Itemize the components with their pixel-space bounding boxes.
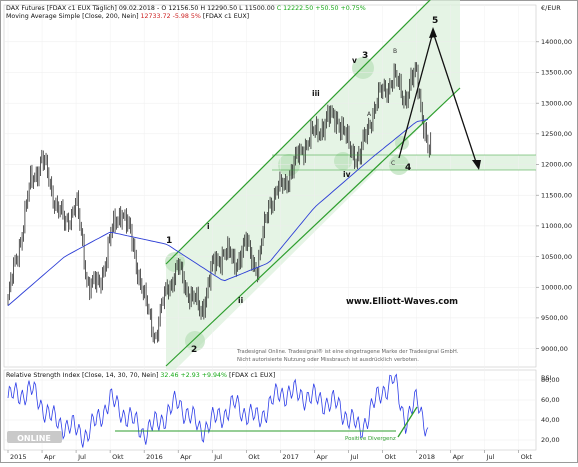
rsi-legend-value: 32.46 +2.93 +9.94% [160, 372, 227, 379]
ma-legend-source: [FDAX c1 EUX] [203, 13, 249, 20]
wave-label-b: B [393, 48, 397, 55]
circle-wave-mid [278, 154, 300, 176]
time-tick-label: Okt [384, 453, 396, 461]
price-tick-label: 10000,00 [541, 283, 572, 291]
price-legend-ohlc: O 12156.50 H 12290.50 L 11500.00 [161, 5, 274, 12]
channel-lower-line [165, 87, 461, 367]
rsi-tick-label: 60,00 [541, 396, 560, 404]
brand-logo-box [7, 431, 62, 443]
price-tick-label: 13000,00 [541, 99, 572, 107]
arrowhead-down [472, 160, 481, 170]
brand-logo-text: ONLINE [17, 434, 51, 443]
wave-label-iv: iv [343, 170, 351, 179]
time-tick-label: Jul [213, 453, 222, 461]
price-tick-label: 11000,00 [541, 222, 572, 230]
time-tick-label: Okt [248, 453, 260, 461]
rsi-axis-label: RSI [541, 374, 552, 382]
rsi-legend-source: [FDAX c1 EUX] [229, 372, 275, 379]
price-tick-label: 12500,00 [541, 130, 572, 138]
rsi-divergence-line [397, 406, 418, 438]
ma-legend: Moving Average Simple [Close, 200, Nein]… [6, 13, 249, 20]
rsi-tick-label: 80,00 [541, 376, 560, 384]
time-tick-label: 2018 [419, 453, 436, 461]
time-tick-label: Apr [453, 453, 465, 461]
wave-label-a: A [367, 111, 372, 118]
time-tick-label: 2015 [10, 453, 27, 461]
rsi-legend: Relative Strength Index [Close, 14, 30, … [6, 372, 275, 379]
rsi-tick-label: 40,00 [541, 416, 560, 424]
wave-label-4: 4 [405, 163, 411, 173]
time-tick-label: Apr [180, 453, 192, 461]
circle-wave-2 [185, 331, 205, 351]
price-legend-close: C 12222.50 +50.50 +0.75% [277, 5, 366, 12]
price-tick-label: 13500,00 [541, 69, 572, 77]
circle-wave-3 [352, 57, 374, 79]
price-candles [7, 62, 432, 344]
ma-legend-name: Moving Average Simple [Close, 200, Nein] [6, 13, 139, 20]
time-tick-label: Jul [486, 453, 495, 461]
price-tick-label: 11500,00 [541, 191, 572, 199]
rsi-axis: 80,00 60,00 40,00 20,00 [541, 376, 560, 444]
wave-label-iii: iii [312, 89, 320, 98]
wave-label-1: 1 [166, 236, 172, 246]
time-tick-label: Jul [77, 453, 86, 461]
wave-label-c: C [391, 160, 395, 167]
price-tick-label: 12000,00 [541, 161, 572, 169]
rsi-tick-label: 20,00 [541, 436, 560, 444]
price-legend: DAX Futures [FDAX c1 EUX Täglich] 09.02.… [6, 5, 366, 12]
time-tick-label: Okt [112, 453, 124, 461]
time-tick-label: Okt [521, 453, 533, 461]
rsi-grid [4, 379, 536, 441]
price-legend-name: DAX Futures [FDAX c1 EUX Täglich] 09.02.… [6, 5, 159, 12]
currency-label: €/EUR [541, 4, 561, 12]
rsi-legend-name: Relative Strength Index [Close, 14, 30, … [6, 372, 158, 379]
wave-label-ii: ii [238, 296, 243, 305]
moving-average-line [7, 119, 428, 306]
ma-legend-value: 12733.72 -5.98 5% [141, 13, 201, 20]
disclaimer-line-2: Nicht autorisierte Nutzung oder Missbrau… [237, 357, 419, 363]
channel-upper-line [165, 0, 431, 265]
rsi-panel [3, 369, 537, 451]
time-tick-label: 2017 [282, 453, 299, 461]
wave-label-3: 3 [362, 51, 368, 61]
disclaimer-line-1: Tradesignal Online. Tradesignal® ist ein… [236, 348, 459, 355]
brand-logo: ONLINE [7, 431, 62, 443]
arrowhead-up [429, 27, 437, 38]
time-tick-label: Apr [44, 453, 56, 461]
channel-fill [166, 0, 460, 370]
price-tick-label: 9500,00 [541, 314, 568, 322]
time-tick-label: Apr [316, 453, 328, 461]
divergence-label: Positive Divergenz [345, 436, 396, 442]
price-axis: 14000,00 13500,00 13000,00 12500,00 12000,00… [536, 38, 572, 353]
time-tick-label: Jul [349, 453, 358, 461]
watermark: www.Elliott-Waves.com [346, 297, 458, 307]
projection-arrows [398, 27, 481, 170]
price-tick-label: 9000,00 [541, 345, 568, 353]
price-grid [4, 5, 536, 450]
wave-label-i: i [207, 222, 210, 231]
wave-label-v: v [352, 56, 357, 65]
price-tick-label: 10500,00 [541, 253, 572, 261]
circle-wave-iv [334, 152, 352, 170]
wave-label-2: 2 [191, 345, 197, 355]
wave-label-5: 5 [432, 16, 438, 26]
time-axis: 2015 Apr Jul Okt 2016 Apr Jul Okt 2017 Apr Jul Okt 2… [7, 450, 533, 461]
time-tick-label: 2016 [146, 453, 163, 461]
rsi-line [7, 373, 429, 448]
price-tick-label: 14000,00 [541, 38, 572, 46]
